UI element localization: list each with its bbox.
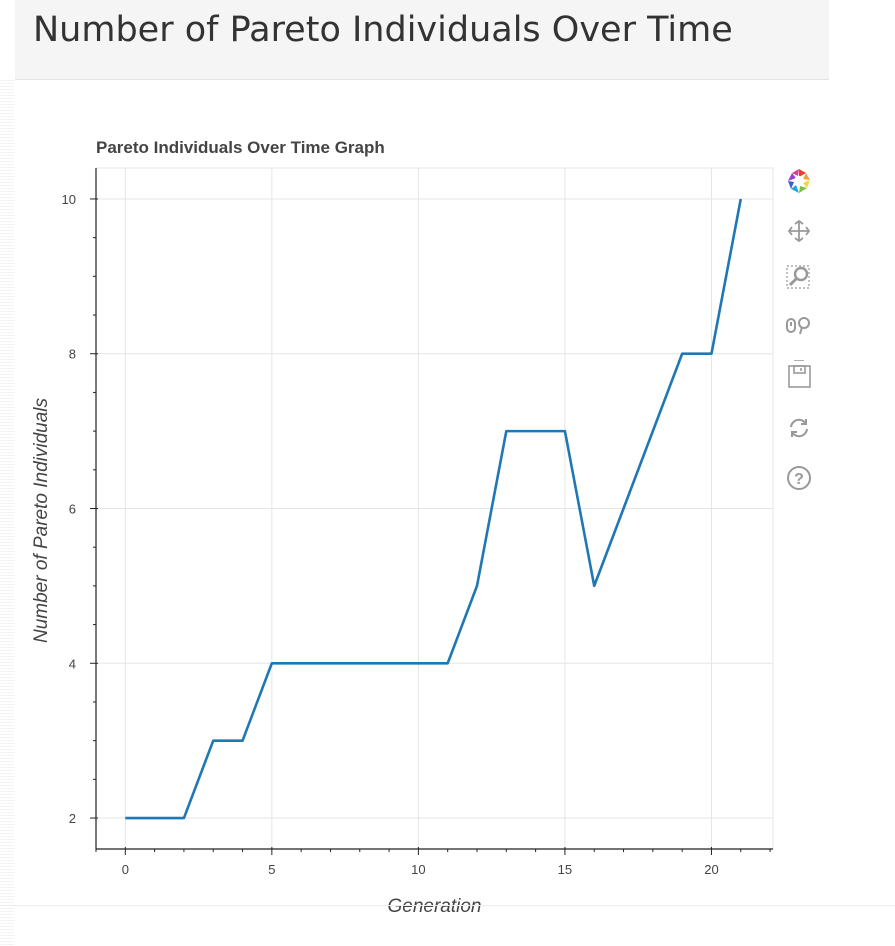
footer-divider	[0, 905, 895, 906]
x-tick-label: 0	[122, 862, 129, 877]
wheel-zoom-icon[interactable]	[784, 311, 814, 341]
svg-text:?: ?	[794, 471, 804, 488]
y-tick-label: 4	[69, 656, 76, 671]
x-tick-label: 10	[411, 862, 425, 877]
series-group	[125, 198, 743, 820]
page-header	[15, 0, 829, 80]
y-axis-label: Number of Pareto Individuals	[31, 397, 52, 643]
y-tick-label: 2	[69, 811, 76, 826]
page-title: Number of Pareto Individuals Over Time	[33, 10, 733, 50]
axes: 0 5 10 15 20 2 4 6 8 10	[62, 168, 773, 877]
bokeh-logo-icon[interactable]	[784, 166, 814, 196]
x-tick-label: 20	[704, 862, 718, 877]
help-icon[interactable]: ?	[784, 463, 814, 493]
x-tick-label: 15	[558, 862, 572, 877]
y-tick-label: 10	[62, 192, 76, 207]
series-line	[125, 198, 743, 820]
reset-icon[interactable]	[784, 413, 814, 443]
y-tick-label: 6	[69, 502, 76, 517]
gridlines	[96, 168, 773, 849]
x-axis-label: Generation	[387, 896, 481, 917]
pan-icon[interactable]	[784, 216, 814, 246]
side-strip	[0, 80, 14, 946]
x-tick-label: 5	[268, 862, 275, 877]
save-icon[interactable]	[784, 359, 814, 389]
box-zoom-icon[interactable]	[784, 262, 814, 292]
y-tick-label: 8	[69, 347, 76, 362]
chart-title: Pareto Individuals Over Time Graph	[96, 138, 385, 157]
